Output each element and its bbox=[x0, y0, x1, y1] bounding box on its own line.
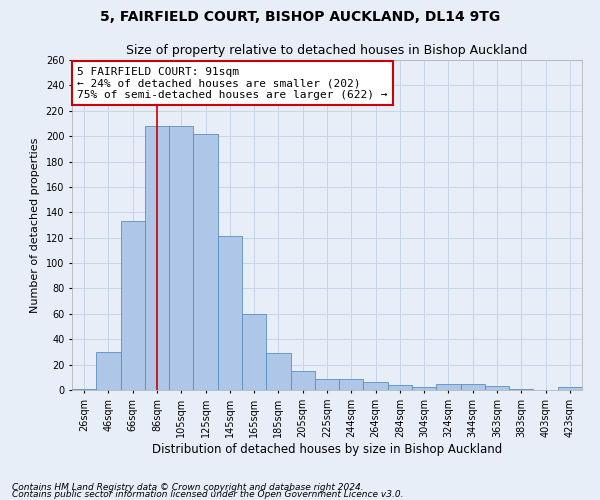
Bar bbox=[145, 126, 169, 390]
Title: Size of property relative to detached houses in Bishop Auckland: Size of property relative to detached ho… bbox=[127, 44, 527, 58]
Bar bbox=[193, 134, 218, 390]
Bar bbox=[558, 388, 582, 390]
Bar bbox=[388, 385, 412, 390]
Bar bbox=[461, 384, 485, 390]
Bar bbox=[242, 314, 266, 390]
Bar bbox=[218, 236, 242, 390]
Bar bbox=[412, 388, 436, 390]
Text: 5 FAIRFIELD COURT: 91sqm
← 24% of detached houses are smaller (202)
75% of semi-: 5 FAIRFIELD COURT: 91sqm ← 24% of detach… bbox=[77, 66, 388, 100]
Bar bbox=[169, 126, 193, 390]
Text: Contains public sector information licensed under the Open Government Licence v3: Contains public sector information licen… bbox=[12, 490, 404, 499]
Bar bbox=[121, 221, 145, 390]
X-axis label: Distribution of detached houses by size in Bishop Auckland: Distribution of detached houses by size … bbox=[152, 442, 502, 456]
Bar bbox=[436, 384, 461, 390]
Bar bbox=[339, 378, 364, 390]
Bar bbox=[96, 352, 121, 390]
Bar bbox=[509, 388, 533, 390]
Bar bbox=[72, 388, 96, 390]
Bar bbox=[315, 378, 339, 390]
Bar bbox=[485, 386, 509, 390]
Bar bbox=[266, 353, 290, 390]
Bar bbox=[290, 371, 315, 390]
Y-axis label: Number of detached properties: Number of detached properties bbox=[30, 138, 40, 312]
Bar bbox=[364, 382, 388, 390]
Text: 5, FAIRFIELD COURT, BISHOP AUCKLAND, DL14 9TG: 5, FAIRFIELD COURT, BISHOP AUCKLAND, DL1… bbox=[100, 10, 500, 24]
Text: Contains HM Land Registry data © Crown copyright and database right 2024.: Contains HM Land Registry data © Crown c… bbox=[12, 484, 364, 492]
